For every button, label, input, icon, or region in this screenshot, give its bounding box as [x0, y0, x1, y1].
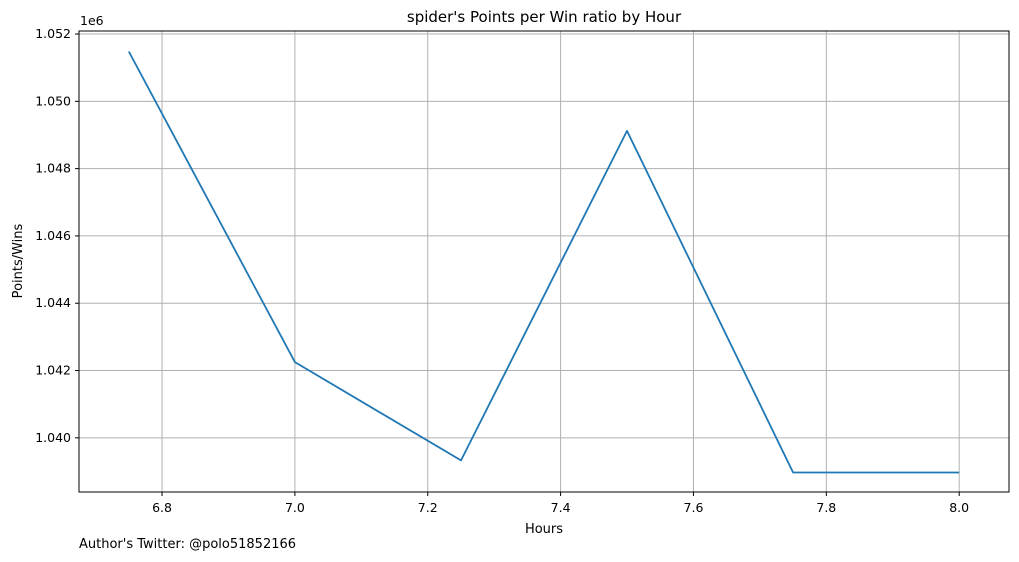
- x-tick-label: 7.4: [551, 500, 571, 515]
- y-tick-label: 1.042: [35, 363, 71, 378]
- y-axis-ticks: 1.040 1.042 1.044 1.046 1.048 1.050 1.052: [35, 26, 79, 445]
- y-tick-label: 1.040: [35, 430, 71, 445]
- series-line: [128, 51, 960, 474]
- y-tick-label: 1.052: [35, 26, 71, 41]
- x-tick-label: 7.2: [418, 500, 438, 515]
- x-tick-label: 7.0: [285, 500, 305, 515]
- y-tick-label: 1.046: [35, 228, 71, 243]
- y-offset-label: 1e6: [80, 13, 104, 28]
- grid-lines: [79, 31, 1009, 492]
- y-tick-label: 1.044: [35, 295, 71, 310]
- x-axis-ticks: 6.8 7.0 7.2 7.4 7.6 7.8 8.0: [152, 492, 969, 515]
- author-credit: Author's Twitter: @polo51852166: [79, 537, 297, 552]
- x-axis-label: Hours: [525, 522, 563, 537]
- y-tick-label: 1.048: [35, 161, 71, 176]
- y-axis-label: Points/Wins: [11, 223, 26, 298]
- x-tick-label: 7.6: [684, 500, 704, 515]
- series-group: [128, 51, 960, 474]
- chart-title: spider's Points per Win ratio by Hour: [407, 8, 682, 26]
- x-tick-label: 7.8: [816, 500, 836, 515]
- y-tick-label: 1.050: [35, 93, 71, 108]
- plot-frame: [78, 30, 1010, 493]
- x-tick-label: 6.8: [152, 500, 172, 515]
- x-tick-label: 8.0: [949, 500, 969, 515]
